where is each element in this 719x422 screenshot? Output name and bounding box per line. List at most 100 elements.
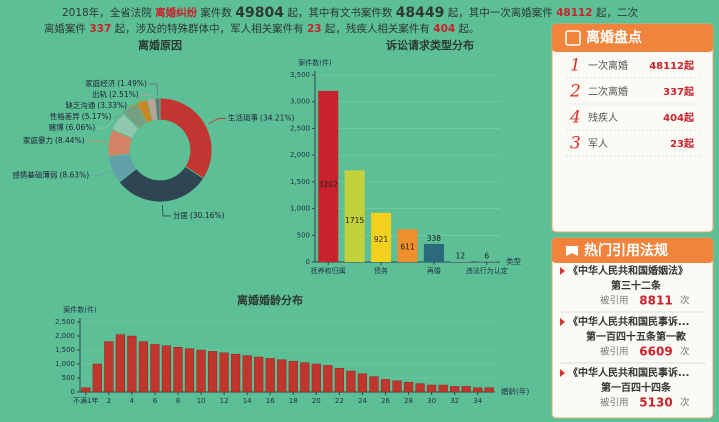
x-tick-label: 16 xyxy=(266,397,275,405)
bar xyxy=(265,358,275,393)
pie-label: 赌博 (6.06%) xyxy=(49,122,96,132)
bar xyxy=(461,386,471,393)
law-icon xyxy=(560,318,565,326)
pie-slice xyxy=(159,97,213,179)
summary-highlight: 离婚纠纷 xyxy=(155,6,197,19)
pie-label-name: 家庭暴力 xyxy=(23,135,53,145)
bar xyxy=(81,387,91,393)
x-tick-label: 12 xyxy=(220,397,229,405)
leader-line xyxy=(148,83,158,96)
law-icon xyxy=(560,369,565,377)
bar-value-label: 921 xyxy=(374,235,389,244)
y-tick-label: 2,500 xyxy=(290,124,310,132)
y-tick-label: 1,000 xyxy=(290,205,310,213)
bar xyxy=(423,243,444,262)
y-axis-label: 案件数(件) xyxy=(63,305,97,314)
pie-label-name: 生活琐事 xyxy=(228,113,258,123)
laws-title: 热门引用法规 xyxy=(584,242,668,259)
y-tick-label: 500 xyxy=(62,374,75,382)
law-count: 8811 xyxy=(639,294,672,308)
y-tick-label: 2,000 xyxy=(290,151,310,159)
bar xyxy=(254,356,264,393)
summary-text: 离婚案件 xyxy=(44,22,86,35)
pie-label-value: (2.51%) xyxy=(109,90,139,99)
pie-label-value: (34.21%) xyxy=(260,114,295,123)
stat-rank: 1 xyxy=(570,56,581,76)
laws-header xyxy=(552,238,713,263)
bar xyxy=(104,341,114,393)
bar-value-label: 338 xyxy=(427,234,442,243)
bar xyxy=(344,170,365,262)
summary-text: 起，二次 xyxy=(596,6,638,19)
pie-label-value: (6.06%) xyxy=(66,123,96,132)
summary-number: 23 xyxy=(307,23,322,35)
pie-label: 出轨 (2.51%) xyxy=(92,89,139,99)
stat-count: 337起 xyxy=(663,85,695,98)
y-tick-label: 500 xyxy=(297,231,310,239)
pie-label: 生活琐事 (34.21%) xyxy=(228,113,295,123)
bar xyxy=(115,334,125,393)
bar xyxy=(277,359,287,393)
pie-label: 家庭暴力 (8.44%) xyxy=(23,135,85,145)
chart-title: 离婚婚龄分布 xyxy=(237,293,303,307)
stat-label: 二次离婚 xyxy=(588,85,628,98)
x-tick-label: 32 xyxy=(450,397,459,405)
bar xyxy=(231,354,241,393)
bar xyxy=(184,348,195,393)
bar xyxy=(173,347,183,393)
summary-line: 2018年，全省法院 离婚纠纷 案件数 49804 起，其中有文书案件数 484… xyxy=(62,5,638,21)
bar xyxy=(318,90,339,262)
bar xyxy=(161,345,172,393)
bar xyxy=(219,352,229,393)
pie-label-name: 家庭经济 xyxy=(85,78,115,88)
summary-text: 起，其中有文书案件数 xyxy=(287,6,392,19)
pie-label-value: (1.49%) xyxy=(117,79,147,88)
leader-line xyxy=(140,94,151,97)
x-axis-label: 类型 xyxy=(506,256,521,266)
bar-value-label: 6 xyxy=(484,252,489,261)
pie-label: 家庭经济 (1.49%) xyxy=(85,78,147,88)
bar xyxy=(138,341,148,393)
leader-line xyxy=(113,105,129,118)
summary-number: 337 xyxy=(89,23,111,35)
bar xyxy=(242,355,252,393)
x-axis-label: 婚龄(年) xyxy=(501,386,529,396)
chart-title: 诉讼请求类型分布 xyxy=(386,38,474,52)
bar xyxy=(397,229,418,262)
stat-label: 军人 xyxy=(588,138,608,150)
bar xyxy=(392,380,402,393)
bar xyxy=(323,365,333,393)
chart-title: 离婚原因 xyxy=(138,38,182,52)
pie-slice xyxy=(154,97,161,121)
law-name: 《中华人民共和国民事诉... xyxy=(568,315,689,328)
bar xyxy=(334,368,344,393)
law-unit: 次 xyxy=(680,295,690,307)
x-tick-label: 违法行为认定 xyxy=(466,266,508,275)
stat-count: 48112起 xyxy=(649,59,695,72)
stat-rank: 3 xyxy=(570,134,581,154)
stats-rows: 1 一次离婚 48112起 2 二次离婚 337起 4 残疾人 404起 3 军人 23起 xyxy=(566,56,700,157)
summary-number: 49804 xyxy=(235,5,284,21)
pie-label-value: (5.17%) xyxy=(82,112,112,121)
y-tick-label: 0 xyxy=(71,388,75,396)
stats-icon xyxy=(565,30,581,46)
x-tick-label: 20 xyxy=(312,397,321,405)
x-tick-label: 2 xyxy=(107,397,111,405)
law-cited: 被引用 xyxy=(600,295,629,307)
x-tick-label: 30 xyxy=(427,397,436,405)
bar xyxy=(369,376,379,393)
bar-value-label: 3202 xyxy=(319,180,338,189)
bar xyxy=(357,373,368,393)
leader-line xyxy=(97,118,115,129)
pie-label-value: (8.44%) xyxy=(55,136,85,145)
bar-value-label: 1715 xyxy=(345,216,364,225)
pie-label: 缺乏沟通 (3.33%) xyxy=(65,100,127,110)
pie-label-name: 感情基础薄弱 xyxy=(12,170,57,180)
bar xyxy=(380,379,391,393)
law-count: 5130 xyxy=(639,396,672,410)
summary-number: 48112 xyxy=(556,7,593,19)
law-name: 《中华人民共和国婚姻法》 xyxy=(568,264,688,277)
leader-line xyxy=(208,118,227,125)
x-tick-label: 8 xyxy=(176,397,180,405)
